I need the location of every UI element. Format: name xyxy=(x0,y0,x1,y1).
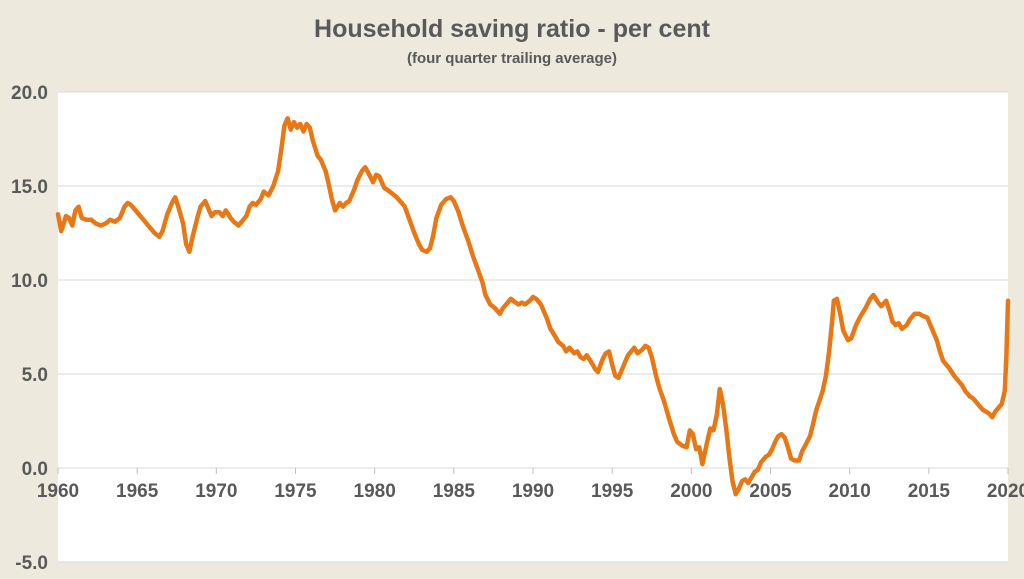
y-axis-label: 0.0 xyxy=(22,459,48,480)
y-axis-label: 5.0 xyxy=(22,365,48,386)
y-axis-label: 10.0 xyxy=(11,271,48,292)
x-axis-label: 1960 xyxy=(37,481,79,502)
chart-subtitle: (four quarter trailing average) xyxy=(406,50,618,67)
x-axis-label: 1990 xyxy=(512,481,554,502)
x-axis-label: 2020 xyxy=(987,481,1024,502)
x-axis-label: 1985 xyxy=(433,481,476,502)
y-axis-label: -5.0 xyxy=(15,553,48,574)
x-axis-label: 2005 xyxy=(749,481,792,502)
x-axis-label: 2010 xyxy=(829,481,871,502)
x-axis-label: 1970 xyxy=(195,481,237,502)
y-axis-label: 20.0 xyxy=(11,83,48,104)
saving-ratio-line xyxy=(55,116,1011,497)
x-axis-label: 1995 xyxy=(591,481,634,502)
x-axis-label: 2015 xyxy=(908,481,951,502)
chart-title: Household saving ratio - per cent xyxy=(314,15,710,43)
x-axis-label: 1965 xyxy=(116,481,159,502)
y-axis-label: 15.0 xyxy=(11,177,48,198)
x-axis-label: 1975 xyxy=(274,481,317,502)
plot-area xyxy=(58,92,1008,562)
x-axis-label: 2000 xyxy=(670,481,712,502)
x-axis-label: 1980 xyxy=(354,481,396,502)
